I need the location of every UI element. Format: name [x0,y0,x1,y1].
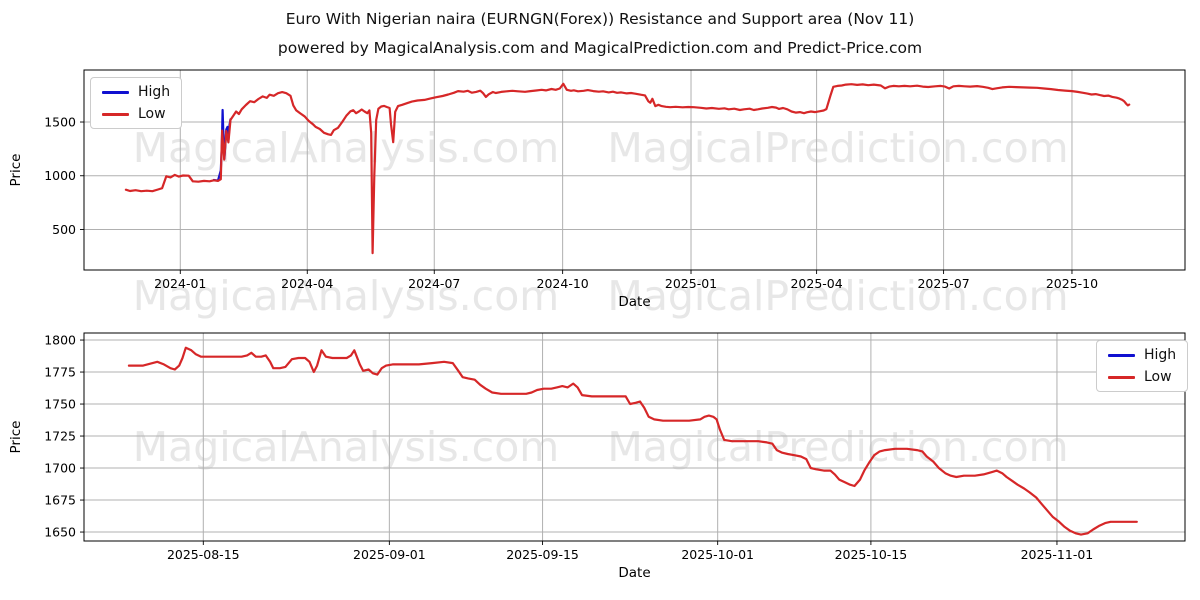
y-tick-label: 1750 [44,397,76,412]
x-tick-label: 2025-09-15 [506,547,579,562]
x-tick-label: 2025-11-01 [1021,547,1094,562]
axis-ticks [80,339,1058,545]
watermark-magicalanalysis: MagicalAnalysis.com [132,423,560,471]
x-tick-label: 2025-04 [790,276,842,291]
y-tick-label: 1700 [44,461,76,476]
axis-ticks [80,121,1073,274]
y-axis-label: Price [8,421,24,454]
plot-border [83,69,1186,271]
x-tick-label: 2025-07 [917,276,969,291]
tick-labels: 2024-01 2024-04 2024-07 2024-10 2025-01 2025-… [44,115,1098,291]
watermark-magicalprediction: MagicalPrediction.com [607,423,1069,471]
watermark-magicalprediction: MagicalPrediction.com [607,272,1069,320]
y-tick-label: 500 [52,222,76,237]
y-tick-label: 1725 [44,429,76,444]
bottom-chart: 2025-08-15 2025-09-01 2025-09-15 2025-10-01… [8,332,1186,581]
y-axis-label: Price [8,154,24,187]
y-tick-label: 1650 [44,525,76,540]
x-axis-label: Date [618,565,650,581]
x-tick-label: 2024-07 [408,276,460,291]
x-tick-label: 2025-10-15 [835,547,908,562]
x-tick-label: 2024-01 [154,276,206,291]
plot-border [83,332,1186,542]
x-tick-label: 2024-04 [281,276,333,291]
tick-labels: 2025-08-15 2025-09-01 2025-09-15 2025-10-01… [44,333,1093,562]
x-tick-label: 2025-09-01 [353,547,426,562]
y-tick-label: 1000 [44,168,76,183]
x-tick-label: 2025-01 [665,276,717,291]
low-line [124,82,1131,255]
watermark-magicalanalysis: MagicalAnalysis.com [132,272,560,320]
watermark-magicalanalysis: MagicalAnalysis.com [132,124,560,172]
y-tick-label: 1775 [44,365,76,380]
x-tick-label: 2025-08-15 [167,547,240,562]
y-tick-label: 1675 [44,493,76,508]
y-tick-label: 1500 [44,115,76,130]
watermark-magicalprediction: MagicalPrediction.com [607,124,1069,172]
x-axis-label: Date [618,294,650,310]
gridlines [84,333,1185,541]
top-chart: 2024-01 2024-04 2024-07 2024-10 2025-01 2025-… [8,69,1186,310]
y-tick-label: 1800 [44,333,76,348]
x-tick-label: 2025-10 [1046,276,1098,291]
low-line [127,346,1138,536]
gridlines [84,70,1185,270]
x-tick-label: 2024-10 [537,276,589,291]
x-tick-label: 2025-10-01 [681,547,754,562]
